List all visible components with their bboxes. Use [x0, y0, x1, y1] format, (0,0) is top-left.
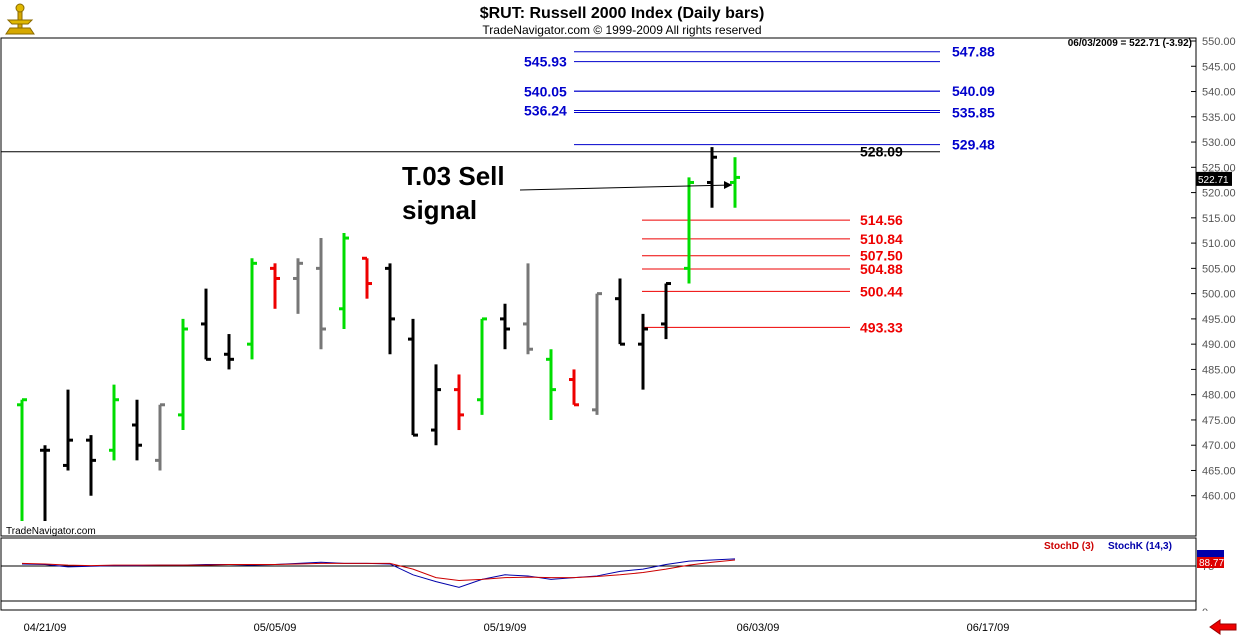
price-bar — [638, 313, 648, 390]
x-tick-label: 05/19/09 — [484, 622, 527, 634]
price-bar — [178, 318, 188, 431]
y-tick-label: 520.00 — [1202, 188, 1236, 200]
annotation-arrow-line — [519, 184, 733, 191]
price-bar — [293, 258, 303, 314]
last-price-tag-box — [1196, 171, 1232, 186]
price-bar — [201, 288, 211, 361]
stochk-legend: StochK (14,3) — [1108, 541, 1172, 552]
price-bar — [477, 317, 487, 415]
y-tick-label: 485.00 — [1202, 364, 1236, 376]
x-tick-label: 04/21/09 — [24, 622, 67, 634]
price-bar — [408, 318, 418, 437]
price-bar — [316, 238, 326, 350]
y-tick-label: 550.00 — [1202, 36, 1236, 48]
y-tick-label: 495.00 — [1202, 314, 1236, 326]
price-bar — [270, 263, 280, 309]
level-label-blue: 540.09 — [952, 83, 995, 99]
level-label-blue: 540.05 — [524, 83, 567, 99]
price-bar — [661, 282, 671, 340]
watermark: TradeNavigator.com — [6, 526, 96, 537]
y-tick-label: 505.00 — [1202, 263, 1236, 275]
y-tick-label: 515.00 — [1202, 213, 1236, 225]
y-tick-label: 540.00 — [1202, 87, 1236, 99]
price-bar — [615, 278, 625, 346]
price-bar — [339, 233, 349, 329]
y-tick-label: 460.00 — [1202, 491, 1236, 503]
price-bar — [63, 389, 73, 471]
price-bar — [385, 263, 395, 355]
price-bar — [109, 384, 119, 461]
y-tick-label: 490.00 — [1202, 339, 1236, 351]
y-tick-label: 530.00 — [1202, 137, 1236, 149]
price-bar — [454, 374, 464, 431]
y-tick-label: 525.00 — [1202, 162, 1236, 174]
level-label-red: 514.56 — [860, 212, 903, 228]
x-tick-label: 05/05/09 — [254, 622, 297, 634]
level-label-red: 507.50 — [860, 248, 903, 264]
level-label-red: 510.84 — [860, 231, 903, 247]
price-bar — [523, 263, 533, 355]
y-tick-label: 480.00 — [1202, 390, 1236, 402]
level-label-red: 500.44 — [860, 283, 903, 299]
price-levels: 528.09 547.88 545.93 540.09 540.05 536.24 535.… — [1, 44, 995, 335]
level-label-blue: 536.24 — [524, 103, 567, 119]
navigator-logo — [5, 3, 35, 35]
price-bar — [730, 157, 740, 208]
price-bar — [569, 369, 579, 407]
header-background — [0, 0, 1245, 38]
y-tick-label: 500.00 — [1202, 289, 1236, 301]
price-bar — [707, 147, 717, 208]
stochd-legend: StochD (3) — [1044, 541, 1094, 552]
scroll-left-arrow-icon[interactable] — [1209, 619, 1237, 635]
price-bar — [684, 177, 694, 284]
price-bar — [500, 303, 510, 350]
oscillator-lines — [21, 558, 736, 588]
y-tick-label: 475.00 — [1202, 415, 1236, 427]
level-label-blue: 545.93 — [524, 54, 567, 70]
y-tick-label: 510.00 — [1202, 238, 1236, 250]
date-axis-background — [0, 611, 1245, 640]
level-label-blue: 535.85 — [952, 104, 995, 120]
last-quote: 06/03/2009 = 522.71 (-3.92) — [1068, 38, 1192, 49]
oscillator-value-tag: 88.77 — [1197, 550, 1224, 569]
last-price-tag: 522.71 — [1196, 171, 1232, 186]
date-axis: 04/21/09 05/05/09 05/19/09 06/03/09 06/17/09 — [24, 622, 1010, 634]
y-tick-label: 545.00 — [1202, 61, 1236, 73]
chart-title: $RUT: Russell 2000 Index (Daily bars) — [480, 5, 765, 22]
stochd-line — [21, 559, 736, 582]
x-tick-label: 06/03/09 — [737, 622, 780, 634]
price-bar — [592, 292, 602, 415]
price-bar — [431, 364, 441, 446]
oscillator-panel — [0, 537, 1197, 611]
level-label-red: 493.33 — [860, 319, 903, 335]
price-panel — [0, 37, 1197, 537]
last-price-tag-text: 522.71 — [1198, 175, 1229, 186]
level-label-black: 528.09 — [860, 144, 903, 160]
price-bar — [17, 398, 27, 521]
y-tick-label: 470.00 — [1202, 440, 1236, 452]
price-bar — [86, 435, 96, 496]
price-bar — [132, 399, 142, 461]
x-tick-label: 06/17/09 — [967, 622, 1010, 634]
annotation-line-1: T.03 Sell — [402, 161, 505, 191]
sell-signal-annotation: T.03 Sell signal — [402, 161, 733, 225]
price-bar — [362, 256, 372, 299]
price-bar — [155, 403, 165, 471]
annotation-arrow-head — [724, 181, 732, 189]
price-bars — [17, 147, 740, 521]
price-bar — [247, 258, 257, 360]
chart-subtitle: TradeNavigator.com © 1999-2009 All right… — [482, 23, 761, 37]
y-tick-label: 465.00 — [1202, 465, 1236, 477]
price-axis: 460.00 465.00 470.00 475.00 480.00 485.00 490.… — [1191, 36, 1236, 503]
level-label-blue: 547.88 — [952, 44, 995, 60]
level-label-red: 504.88 — [860, 261, 903, 277]
y-tick-label: 535.00 — [1202, 112, 1236, 124]
annotation-line-2: signal — [402, 195, 477, 225]
price-bar — [546, 349, 556, 420]
level-label-blue: 529.48 — [952, 137, 995, 153]
price-bar — [224, 334, 234, 370]
price-bar — [40, 445, 50, 521]
oscillator-value: 88.77 — [1199, 558, 1224, 569]
